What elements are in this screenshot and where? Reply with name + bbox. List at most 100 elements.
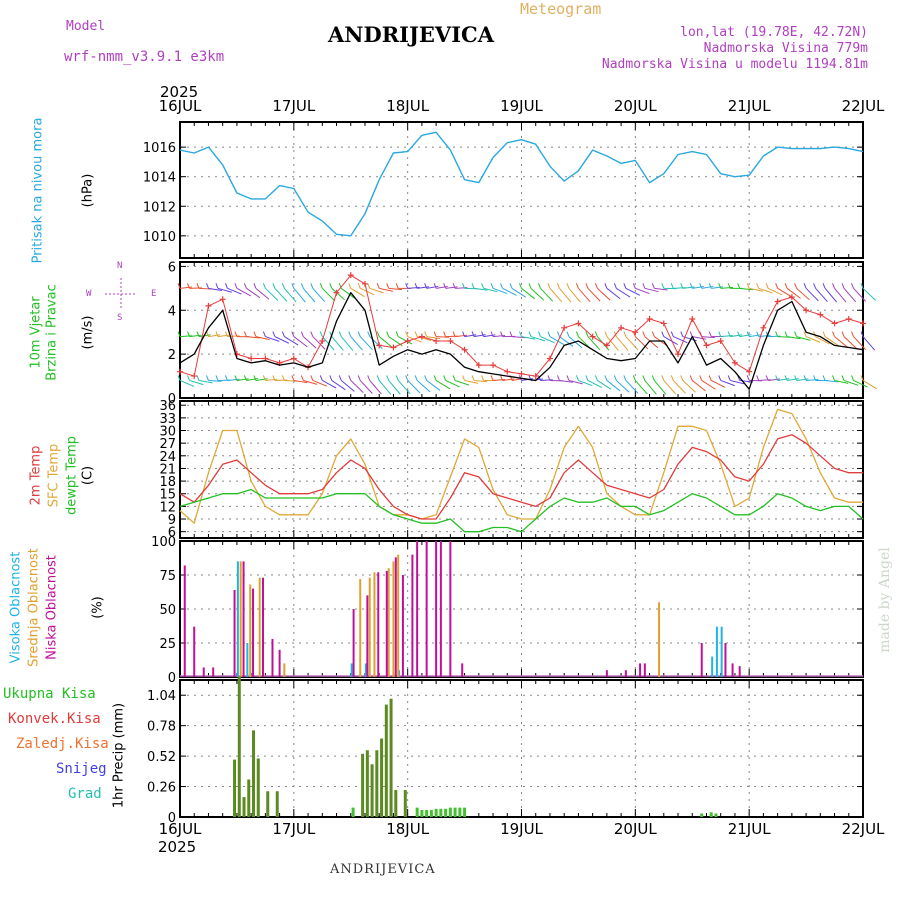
wind-barb-head xyxy=(329,283,333,289)
precip-bar xyxy=(384,704,388,817)
wind-barb xyxy=(359,380,373,394)
wind-barb-head xyxy=(253,283,257,289)
wind-barb-head xyxy=(756,283,760,289)
cloud-bar-0 xyxy=(246,643,249,677)
y-tick-label: 36 xyxy=(159,399,176,414)
wind-barb xyxy=(625,287,641,296)
wind-barb xyxy=(274,336,290,344)
wind-barb xyxy=(208,287,223,292)
y-tick-label: 0.52 xyxy=(147,750,176,765)
wind-barb xyxy=(530,336,546,342)
wind-barb xyxy=(445,379,460,388)
wind-barb xyxy=(426,336,441,340)
cloud-bar-2 xyxy=(401,575,404,677)
time-tick-bottom: 18JUL xyxy=(386,820,430,838)
wind-barb-head xyxy=(642,331,646,337)
year-label-bottom: 2025 xyxy=(158,838,197,856)
cloud-bar-1 xyxy=(397,554,400,677)
wind-barb xyxy=(834,379,849,384)
wind-barb xyxy=(227,287,242,295)
wind-barb xyxy=(455,334,468,338)
wind-barb xyxy=(692,336,706,340)
wind-barb xyxy=(236,287,252,297)
precip-bar xyxy=(700,813,704,817)
wind-barb xyxy=(189,379,204,386)
wind-barb xyxy=(369,287,384,294)
cloud-bar-2 xyxy=(449,541,452,677)
wind-barb xyxy=(767,287,783,296)
wind-barb-head xyxy=(718,283,722,289)
cloud-bar-1 xyxy=(368,577,371,677)
wind-barb-head xyxy=(670,331,674,337)
precip-bar xyxy=(275,791,279,817)
wind-barb xyxy=(862,287,876,301)
wind-barb-head xyxy=(310,375,314,381)
wind-barb xyxy=(236,378,249,381)
wind-barb-head xyxy=(832,375,836,381)
cloud-bar-2 xyxy=(262,577,265,677)
y-tick-label: 1014 xyxy=(143,171,176,186)
wind-barb xyxy=(407,380,421,394)
wind-barb xyxy=(843,379,859,386)
wind-barb-head xyxy=(443,283,447,289)
wind-barb-head xyxy=(566,375,570,381)
cloud-bar-1 xyxy=(283,663,286,677)
cloud-bar-1 xyxy=(258,577,261,677)
wind-barb-head xyxy=(196,331,200,337)
wind-barb-head xyxy=(680,283,684,289)
wind-barb xyxy=(730,379,745,385)
wind-barb-head xyxy=(661,283,665,289)
wind-barb xyxy=(578,287,591,303)
wind-barb xyxy=(635,287,650,294)
wind-barb xyxy=(473,334,486,338)
wind-barb xyxy=(701,336,715,339)
wind-barb-head xyxy=(405,331,409,337)
wind-barb-head xyxy=(443,375,447,381)
wind-gust-point xyxy=(205,302,212,309)
wind-barb xyxy=(293,379,308,384)
wind-barb xyxy=(701,285,714,289)
wind-barb-head xyxy=(556,331,560,337)
y-tick-label: 9 xyxy=(168,513,176,528)
wind-barb-head xyxy=(338,331,342,337)
wind-gust-point xyxy=(746,368,753,375)
wind-barb-head xyxy=(538,283,541,289)
cloud-bar-2 xyxy=(271,638,274,677)
wind-barb-head xyxy=(547,331,551,337)
wind-barb-head xyxy=(832,283,836,289)
y-tick-label: 25 xyxy=(159,637,176,652)
wind-barb xyxy=(853,379,868,388)
wind-barb xyxy=(720,334,733,338)
precip-bar xyxy=(448,807,452,817)
wind-barb xyxy=(492,287,508,295)
wind-barb-head xyxy=(651,283,655,289)
wind-barb xyxy=(492,334,506,338)
wind-gust-point xyxy=(731,359,738,366)
wind-barb xyxy=(246,378,259,381)
legend-zaledj-kisa: Zaledj.Kisa xyxy=(16,736,109,752)
wind-barb-head xyxy=(813,283,817,289)
panel-frame xyxy=(179,540,864,678)
wind-barb-head xyxy=(632,283,636,289)
wind-gust-point xyxy=(803,307,810,314)
y-tick-label: 4 xyxy=(168,304,176,319)
cloud-bar-2 xyxy=(624,670,627,677)
wind-barb xyxy=(350,336,363,351)
wind-gust-point xyxy=(333,289,340,296)
precip-bar xyxy=(256,758,260,817)
wind-barb-head xyxy=(509,331,513,337)
wind-barb xyxy=(284,336,299,346)
wind-barb-head xyxy=(205,283,209,289)
wind-barb-head xyxy=(310,331,314,337)
wind-barb-head xyxy=(860,283,864,289)
y-tick-label: 0.78 xyxy=(147,720,176,735)
cloud-bar-2 xyxy=(252,588,255,677)
wind-barb xyxy=(208,379,222,382)
wind-barb-head xyxy=(329,375,333,381)
wind-barb xyxy=(578,379,593,387)
wind-barb-head xyxy=(756,375,760,381)
wind-barb-head xyxy=(822,375,826,381)
cloud-bar-2 xyxy=(233,589,236,677)
cloud-bar-2 xyxy=(385,570,388,677)
precip-bar xyxy=(429,809,433,817)
